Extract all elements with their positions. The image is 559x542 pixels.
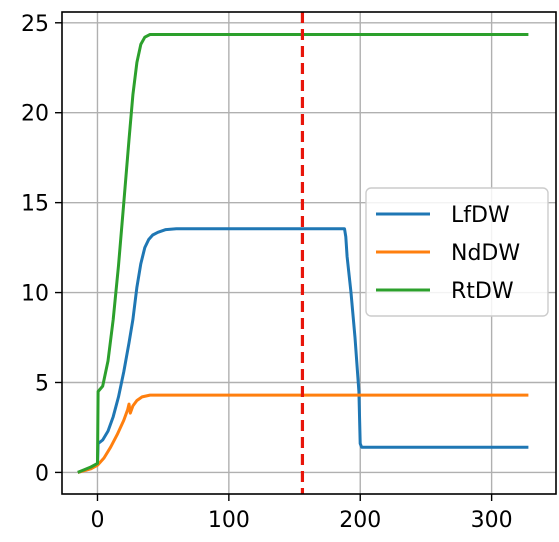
y-tick-label: 0 [35,461,49,486]
plot-frame [61,11,557,495]
y-tick-label: 5 [35,371,49,396]
series-lines [77,33,529,474]
legend-label-lfdw: LfDW [451,203,510,228]
y-tick-label: 10 [21,282,49,307]
legend: LfDW NdDW RtDW [365,187,549,317]
x-tick-label: 100 [208,508,250,533]
series-line-lfdw [77,227,529,474]
y-tick-label: 25 [21,12,49,37]
y-tick-label: 15 [21,192,49,217]
x-tick-label: 300 [471,508,513,533]
x-tick-label: 200 [339,508,381,533]
legend-box [365,187,549,317]
grid [62,12,556,494]
y-tick-label: 20 [21,102,49,127]
series-line-nddw [77,393,529,474]
legend-label-rtdw: RtDW [451,279,514,304]
series-line-rtdw [77,33,529,474]
legend-label-nddw: NdDW [451,241,520,266]
x-tick-label: 0 [90,508,104,533]
axis-ticks: 0 100 200 300 0 5 10 15 20 25 [21,12,513,533]
